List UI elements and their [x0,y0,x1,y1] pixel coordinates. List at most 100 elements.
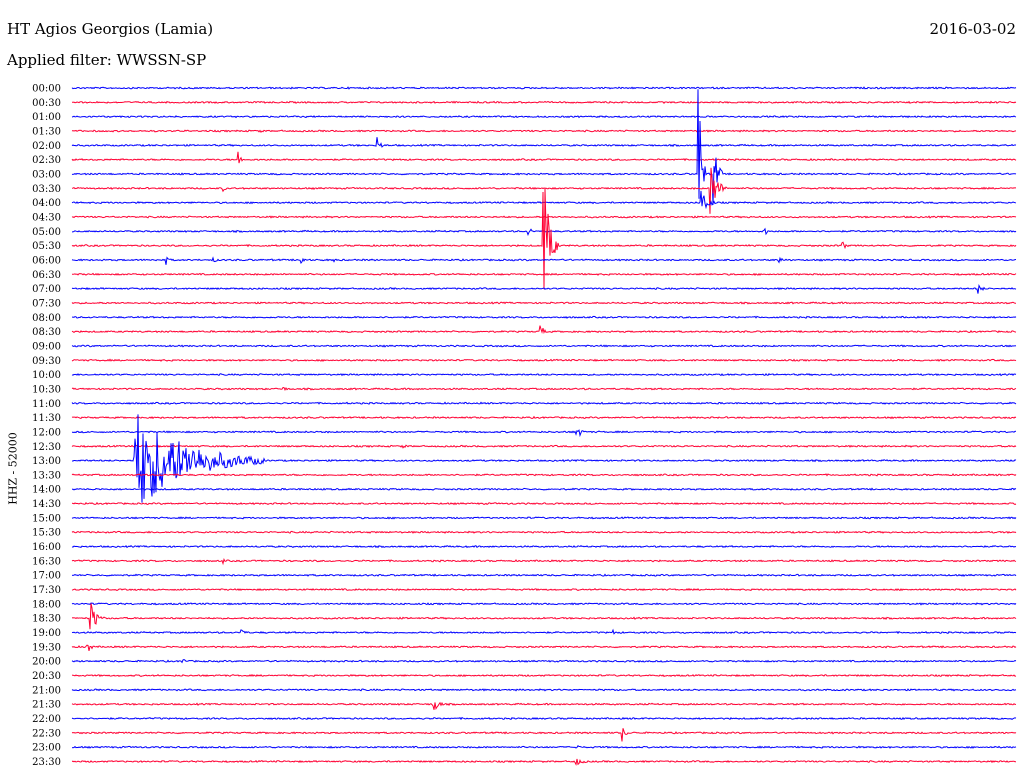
trace-line [71,744,1017,749]
row-time-label: 21:30 [32,700,61,711]
row-time-label: 03:00 [32,169,61,180]
row-time-label: 06:00 [32,255,61,266]
row-time-label: 23:00 [32,743,61,754]
row-time-label: 04:30 [32,212,61,223]
row-time-label: 14:00 [32,485,61,496]
row-time-label: 09:30 [32,356,61,367]
row-time-label: 12:30 [32,442,61,453]
row-time-label: 11:30 [32,413,61,424]
trace-line [71,487,1017,491]
row-time-label: 02:00 [32,141,61,152]
row-time-label: 08:00 [32,313,61,324]
row-time-label: 12:00 [32,427,61,438]
trace-line [72,414,1017,503]
row-time-label: 04:00 [32,198,61,209]
trace-line [71,344,1017,348]
row-time-label: 16:30 [32,556,61,567]
trace-line [71,716,1017,721]
row-time-label: 17:30 [32,585,61,596]
trace-line [71,603,1017,630]
row-time-label: 03:30 [32,184,61,195]
trace-line [71,401,1017,405]
date-label: 2016-03-02 [929,20,1016,38]
row-time-label: 15:00 [32,513,61,524]
trace-line [71,602,1017,606]
trace-line [71,530,1017,534]
trace-line [71,415,1017,420]
row-time-label: 15:30 [32,528,61,539]
trace-line [71,151,1017,164]
row-time-label: 19:00 [32,628,61,639]
trace-line [71,659,1017,664]
trace-line [71,587,1017,592]
trace-line [71,115,1017,119]
trace-line [71,283,1017,294]
row-time-label: 16:00 [32,542,61,553]
row-time-label: 17:00 [32,571,61,582]
trace-line [71,358,1017,362]
trace-line [71,473,1017,477]
row-time-label: 05:00 [32,227,61,238]
trace-line [71,190,1017,210]
row-time-label: 13:00 [32,456,61,467]
trace-line [71,501,1017,506]
trace-line [71,386,1017,392]
trace-line [71,644,1017,652]
row-time-label: 00:00 [32,84,61,95]
trace-line [71,628,1017,635]
row-time-label: 21:00 [32,685,61,696]
row-time-label: 22:30 [32,728,61,739]
row-time-label: 02:30 [32,155,61,166]
trace-line [71,728,1017,742]
row-time-label: 07:00 [32,284,61,295]
trace-line [71,673,1017,678]
trace-line [71,325,1017,334]
trace-line [71,137,1017,148]
trace-line [71,188,1017,290]
row-time-label: 00:30 [32,98,61,109]
row-time-label: 23:30 [32,757,61,768]
trace-line [71,758,1016,766]
trace-line [71,272,1017,276]
row-time-label: 18:00 [32,599,61,610]
row-time-label: 18:30 [32,614,61,625]
row-time-label: 08:30 [32,327,61,338]
trace-line [71,516,1017,520]
row-time-label: 05:30 [32,241,61,252]
trace-line [71,215,1017,219]
row-time-label: 19:30 [32,642,61,653]
trace-line [71,688,1017,692]
trace-line [72,315,1017,319]
trace-line [71,89,1017,205]
trace-line [71,167,1017,214]
row-time-label: 20:30 [32,671,61,682]
row-time-label: 22:00 [32,714,61,725]
trace-line [71,701,1016,710]
row-time-label: 01:00 [32,112,61,123]
trace-line [71,301,1017,305]
row-time-label: 13:30 [32,470,61,481]
trace-line [71,129,1017,134]
trace-line [72,227,1017,236]
row-time-label: 06:30 [32,270,61,281]
trace-line [71,256,1017,265]
trace-line [71,372,1017,377]
row-time-label: 14:30 [32,499,61,510]
row-time-label: 07:30 [32,298,61,309]
station-title: HT Agios Georgios (Lamia) [7,20,214,38]
row-time-label: 10:00 [32,370,61,381]
filter-label: Applied filter: WWSSN-SP [7,51,207,69]
trace-line [71,444,1017,449]
trace-line [71,557,1017,566]
trace-line [71,86,1017,90]
trace-line [71,429,1017,438]
row-time-label: 11:00 [32,399,61,410]
trace-line [71,100,1017,104]
row-time-label: 10:30 [32,384,61,395]
trace-line [71,573,1017,577]
row-time-label: 20:00 [32,657,61,668]
row-time-label: 09:00 [32,341,61,352]
trace-line [71,545,1017,549]
row-time-label: 01:30 [32,126,61,137]
